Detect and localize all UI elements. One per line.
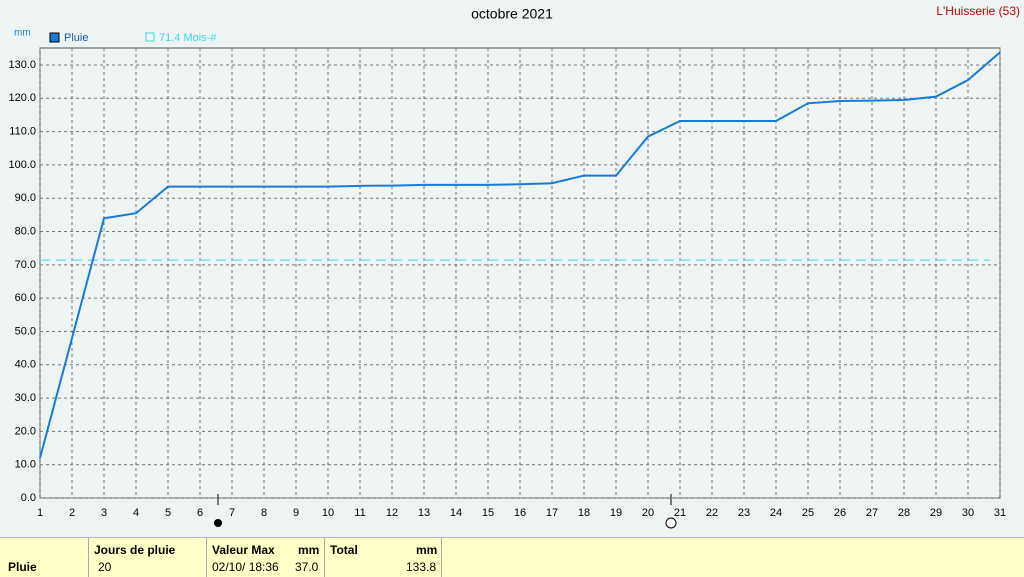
x-tick-label: 12 <box>386 507 398 519</box>
y-tick-label: 60.0 <box>15 292 36 304</box>
x-tick-label: 9 <box>293 507 299 519</box>
y-tick-label: 20.0 <box>15 425 36 437</box>
header: Valeur Max <box>212 543 275 557</box>
divider <box>441 538 442 577</box>
y-tick-label: 120.0 <box>8 92 36 104</box>
legend-swatch <box>145 32 155 42</box>
cell: 37.0 <box>295 560 319 574</box>
x-tick-label: 27 <box>866 507 878 519</box>
x-tick-label: 23 <box>738 507 750 519</box>
legend-swatch <box>49 32 60 43</box>
x-tick-label: 4 <box>133 507 139 519</box>
legend-label: Pluie <box>64 32 88 44</box>
x-tick-label: 22 <box>706 507 718 519</box>
x-tick-label: 30 <box>962 507 974 519</box>
x-tick-label: 15 <box>482 507 494 519</box>
cell: 133.8 <box>406 560 437 574</box>
x-tick-label: 24 <box>770 507 782 519</box>
x-tick-label: 18 <box>578 507 590 519</box>
header: Jours de pluie <box>94 543 176 557</box>
x-tick-label: 6 <box>197 507 203 519</box>
y-tick-label: 40.0 <box>15 359 36 371</box>
legend-label: 71.4 Mois-# <box>159 32 217 44</box>
divider <box>88 538 89 577</box>
x-tick-label: 10 <box>322 507 334 519</box>
x-tick-label: 11 <box>354 507 365 519</box>
x-tick-label: 3 <box>101 507 107 519</box>
header: Total <box>330 543 358 557</box>
x-tick-label: 8 <box>261 507 267 519</box>
y-tick-label: 0.0 <box>21 492 36 504</box>
x-tick-label: 13 <box>418 507 430 519</box>
data-line <box>39 51 1001 459</box>
x-tick-label: 29 <box>930 507 942 519</box>
chart-title: octobre 2021 <box>471 6 553 22</box>
x-tick-label: 19 <box>610 507 622 519</box>
moon-icon <box>214 519 222 527</box>
divider <box>324 538 325 577</box>
y-unit: mm <box>14 28 31 39</box>
unit: mm <box>416 543 438 557</box>
x-tick-label: 14 <box>450 507 462 519</box>
y-tick-label: 70.0 <box>15 259 36 271</box>
x-tick-label: 31 <box>994 507 1006 519</box>
y-tick-label: 130.0 <box>8 59 36 71</box>
y-tick-label: 80.0 <box>15 225 36 237</box>
divider <box>206 538 207 577</box>
x-tick-label: 25 <box>802 507 814 519</box>
x-tick-label: 2 <box>69 507 75 519</box>
x-tick-label: 28 <box>898 507 910 519</box>
station: L'Huisserie (53) <box>936 4 1020 18</box>
y-tick-label: 100.0 <box>8 159 36 171</box>
x-tick-label: 16 <box>514 507 526 519</box>
cell: 02/10/ 18:36 <box>212 560 279 574</box>
y-tick-label: 110.0 <box>9 126 36 138</box>
y-tick-label: 10.0 <box>15 459 36 471</box>
chart: octobre 2021 L'Huisserie (53) mm 0.0 10.0… <box>8 4 1020 529</box>
y-tick-label: 50.0 <box>15 325 36 337</box>
unit: mm <box>298 543 320 557</box>
x-tick-label: 20 <box>642 507 654 519</box>
x-tick-label: 26 <box>834 507 846 519</box>
summary-panel: Pluie Jours de pluie 20 Valeur Max mm 02… <box>0 537 1024 577</box>
x-tick-label: 1 <box>37 507 43 519</box>
y-tick-label: 30.0 <box>15 392 36 404</box>
x-tick-label: 21 <box>674 507 686 519</box>
row-label: Pluie <box>8 560 37 574</box>
x-tick-label: 5 <box>165 507 171 519</box>
x-tick-label: 7 <box>229 507 235 519</box>
y-tick-label: 90.0 <box>15 192 36 204</box>
x-tick-label: 17 <box>546 507 558 519</box>
cell: 20 <box>98 560 112 574</box>
moon-icon <box>665 517 677 529</box>
